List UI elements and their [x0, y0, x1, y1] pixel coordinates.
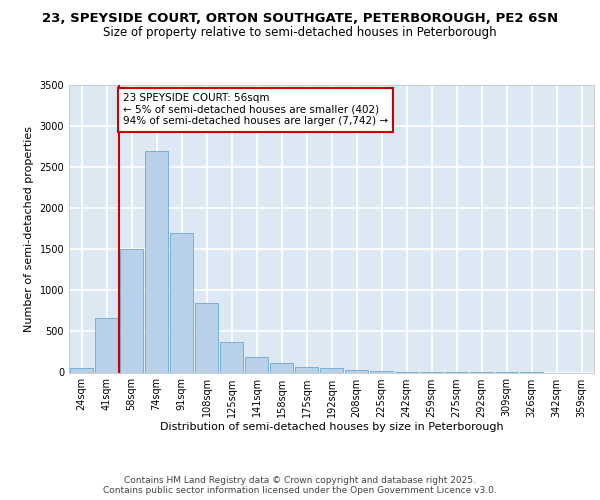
Bar: [320, 368, 343, 372]
Y-axis label: Number of semi-detached properties: Number of semi-detached properties: [24, 126, 34, 332]
Bar: [145, 150, 168, 372]
Bar: [220, 342, 243, 372]
Text: 23 SPEYSIDE COURT: 56sqm
← 5% of semi-detached houses are smaller (402)
94% of s: 23 SPEYSIDE COURT: 56sqm ← 5% of semi-de…: [123, 93, 388, 126]
Bar: [95, 318, 118, 372]
Bar: [170, 233, 193, 372]
Bar: [345, 370, 368, 372]
Bar: [195, 302, 218, 372]
Text: Size of property relative to semi-detached houses in Peterborough: Size of property relative to semi-detach…: [103, 26, 497, 39]
Text: Contains HM Land Registry data © Crown copyright and database right 2025.
Contai: Contains HM Land Registry data © Crown c…: [103, 476, 497, 495]
Text: 23, SPEYSIDE COURT, ORTON SOUTHGATE, PETERBOROUGH, PE2 6SN: 23, SPEYSIDE COURT, ORTON SOUTHGATE, PET…: [42, 12, 558, 26]
X-axis label: Distribution of semi-detached houses by size in Peterborough: Distribution of semi-detached houses by …: [160, 422, 503, 432]
Bar: [370, 371, 393, 372]
Bar: [270, 362, 293, 372]
Bar: [70, 368, 93, 372]
Bar: [120, 250, 143, 372]
Bar: [245, 357, 268, 372]
Bar: [295, 367, 318, 372]
